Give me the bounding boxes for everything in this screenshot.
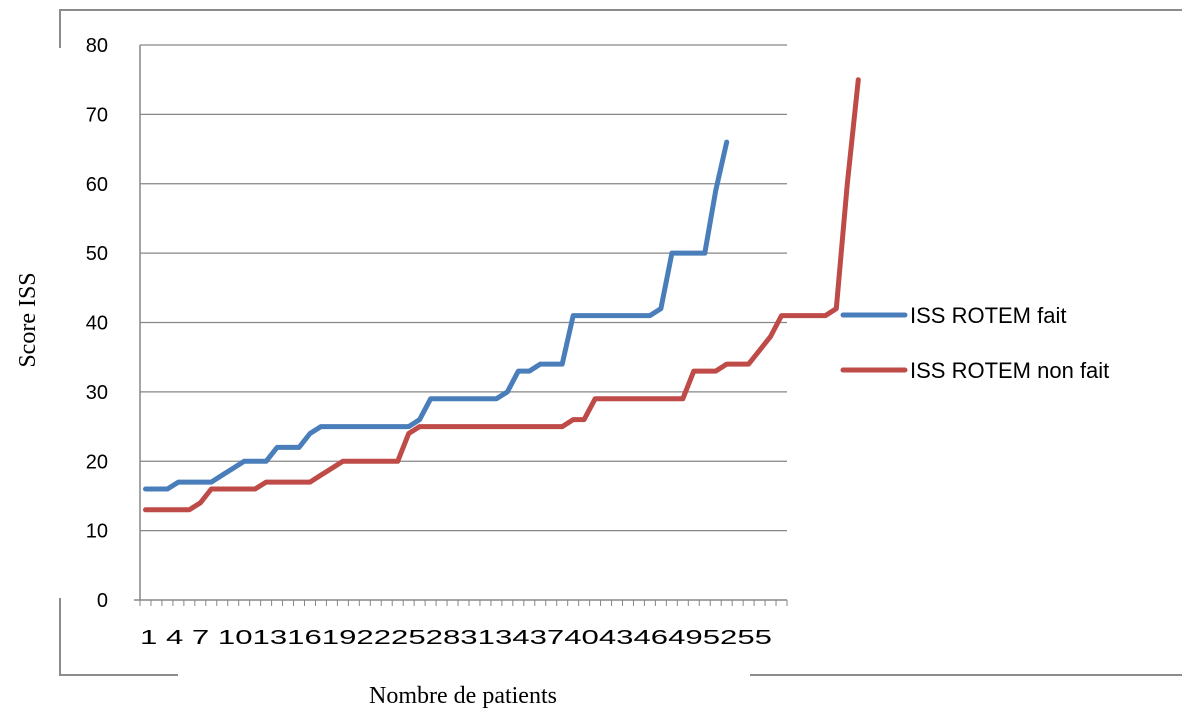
axes bbox=[134, 45, 787, 601]
legend-label: ISS ROTEM fait bbox=[910, 303, 1066, 328]
gridlines bbox=[140, 44, 787, 532]
series-line-1 bbox=[143, 139, 730, 492]
y-tick-label: 60 bbox=[86, 174, 108, 196]
y-tick-label: 50 bbox=[86, 243, 108, 265]
series-line-2 bbox=[143, 77, 861, 513]
x-axis-title: Nombre de patients bbox=[369, 683, 557, 709]
y-tick-label: 80 bbox=[86, 35, 108, 57]
legend-label: ISS ROTEM non fait bbox=[910, 358, 1109, 383]
y-tick-label: 70 bbox=[86, 104, 108, 126]
y-tick-label: 0 bbox=[97, 590, 108, 612]
x-ticks bbox=[139, 600, 788, 606]
y-tick-label: 10 bbox=[86, 521, 108, 543]
x-tick-labels: 1 4 7 10131619222528313437404346495255 bbox=[140, 627, 772, 649]
y-tick-labels: 0 10 20 30 40 50 60 70 80 bbox=[86, 35, 108, 612]
y-tick-label: 30 bbox=[86, 382, 108, 404]
series-lines bbox=[143, 77, 861, 513]
chart-frame bbox=[59, 9, 1182, 676]
y-axis-title: Score ISS bbox=[15, 272, 41, 367]
y-tick-label: 20 bbox=[86, 451, 108, 473]
legend: ISS ROTEM fait ISS ROTEM non fait bbox=[840, 303, 1109, 383]
y-tick-label: 40 bbox=[86, 313, 108, 335]
